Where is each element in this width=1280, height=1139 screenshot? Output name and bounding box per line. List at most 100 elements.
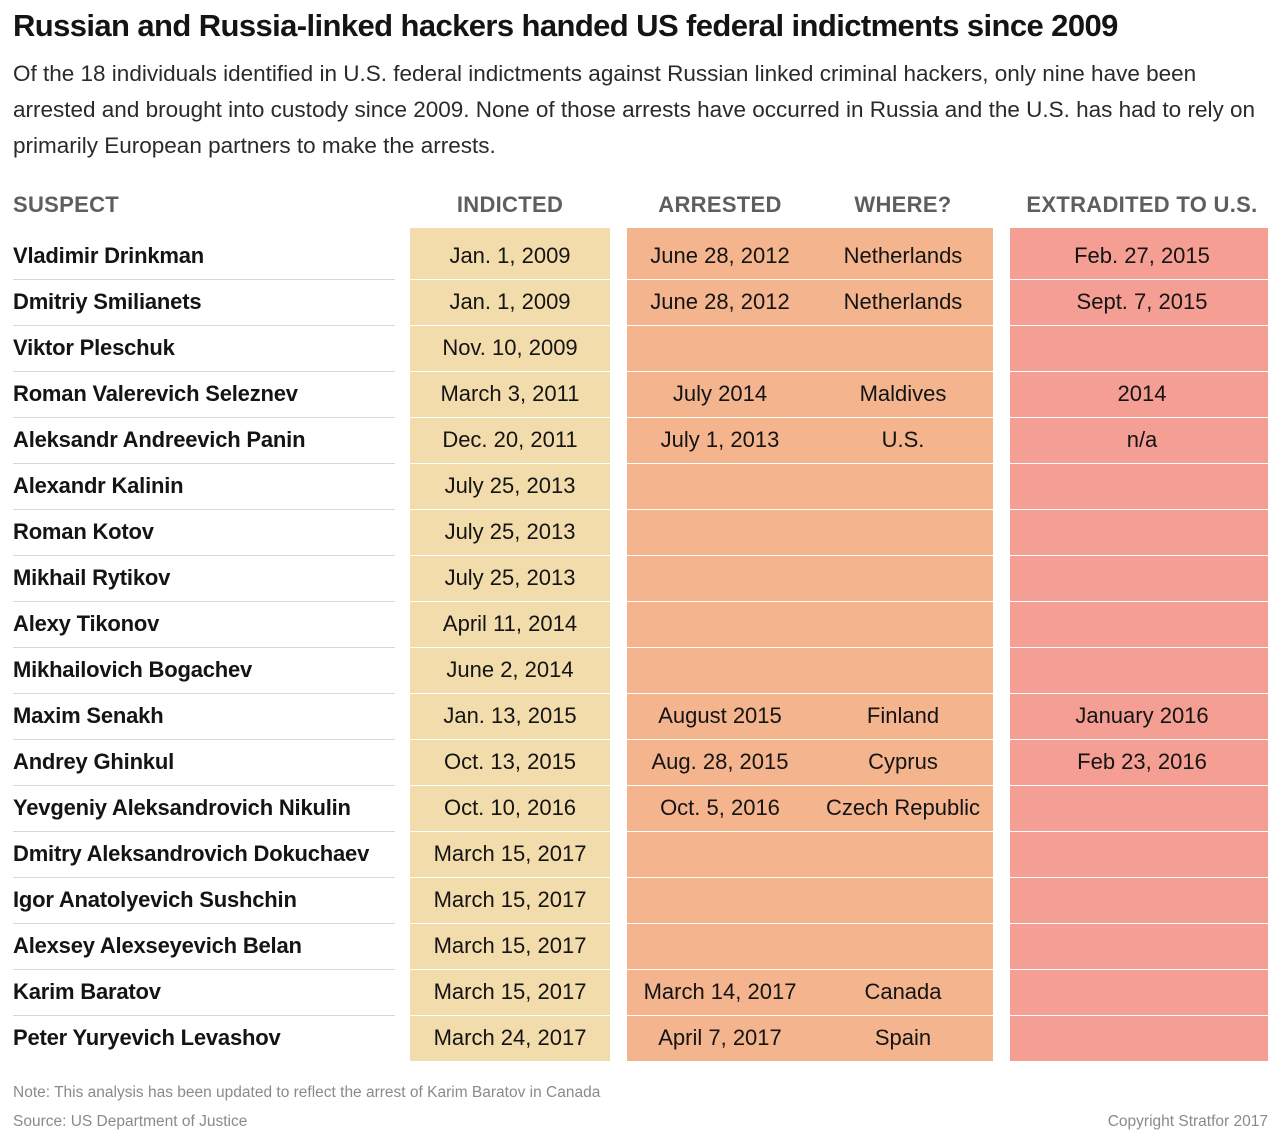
table-row: Dmitriy Smilianets Jan. 1, 2009 June 28, 2… xyxy=(0,280,1280,326)
table-row: Mikhail Rytikov July 25, 2013 xyxy=(0,556,1280,602)
cell-arrested: August 2015 xyxy=(658,703,782,728)
cell-suspect: Mikhail Rytikov xyxy=(13,565,171,590)
cell-where xyxy=(813,602,993,648)
row-separator xyxy=(0,279,1268,280)
cell-arrested: July 2014 xyxy=(672,381,768,406)
table-row: Karim Baratov March 15, 2017 March 14, 201… xyxy=(0,970,1280,1016)
cell-extradited xyxy=(1010,326,1274,372)
cell-indicted: Oct. 13, 2015 xyxy=(443,749,577,774)
cell-where: Maldives xyxy=(859,381,947,406)
header-suspect: SUSPECT xyxy=(13,192,120,217)
cell-arrested: Aug. 28, 2015 xyxy=(651,749,789,774)
cell-extradited xyxy=(1010,602,1274,648)
cell-indicted: July 25, 2013 xyxy=(444,519,576,544)
cell-suspect: Roman Valerevich Seleznev xyxy=(13,381,298,406)
cell-arrested xyxy=(627,556,813,602)
cell-indicted: Oct. 10, 2016 xyxy=(443,795,577,820)
footer-source: Source: US Department of Justice xyxy=(13,1113,248,1130)
cell-suspect: Mikhailovich Bogachev xyxy=(13,657,253,682)
cell-where xyxy=(813,924,993,970)
table-row: Alexy Tikonov April 11, 2014 xyxy=(0,602,1280,648)
name-row-separator xyxy=(13,1015,395,1016)
table-row: Vladimir Drinkman Jan. 1, 2009 June 28, 20… xyxy=(0,234,1280,280)
name-row-separator xyxy=(13,463,395,464)
cell-extradited: Sept. 7, 2015 xyxy=(1076,289,1208,314)
cell-where: U.S. xyxy=(881,427,925,452)
cell-arrested xyxy=(627,510,813,556)
row-separator xyxy=(0,601,1268,602)
table-row: Viktor Pleschuk Nov. 10, 2009 xyxy=(0,326,1280,372)
cell-suspect: Karim Baratov xyxy=(13,979,161,1004)
cell-arrested xyxy=(627,832,813,878)
cell-extradited xyxy=(1010,464,1274,510)
cell-where xyxy=(813,510,993,556)
row-separator xyxy=(0,831,1268,832)
table-row: Maxim Senakh Jan. 13, 2015 August 2015 Finl… xyxy=(0,694,1280,740)
cell-where: Netherlands xyxy=(843,243,963,268)
cell-arrested: April 7, 2017 xyxy=(658,1025,782,1050)
row-separator xyxy=(0,647,1268,648)
cell-indicted: July 25, 2013 xyxy=(444,565,576,590)
row-separator xyxy=(0,693,1268,694)
cell-arrested xyxy=(627,464,813,510)
cell-indicted: March 24, 2017 xyxy=(433,1025,587,1050)
name-row-separator xyxy=(13,969,395,970)
row-separator xyxy=(0,923,1268,924)
cell-suspect: Andrey Ghinkul xyxy=(13,749,174,774)
cell-extradited xyxy=(1010,648,1274,694)
cell-extradited xyxy=(1010,924,1274,970)
cell-extradited: n/a xyxy=(1126,427,1158,452)
cell-indicted: March 3, 2011 xyxy=(440,381,580,406)
cell-arrested xyxy=(627,648,813,694)
cell-extradited xyxy=(1010,970,1274,1016)
cell-where xyxy=(813,326,993,372)
cell-suspect: Alexsey Alexseyevich Belan xyxy=(13,933,302,958)
row-separator xyxy=(0,877,1268,878)
row-separator xyxy=(0,325,1268,326)
header-where: WHERE? xyxy=(854,192,952,217)
chart-subtitle: Of the 18 individuals identified in U.S.… xyxy=(13,61,1255,158)
cell-suspect: Maxim Senakh xyxy=(13,703,164,728)
name-row-separator xyxy=(13,647,395,648)
name-row-separator xyxy=(13,739,395,740)
name-row-separator xyxy=(13,923,395,924)
cell-arrested xyxy=(627,878,813,924)
cell-suspect: Yevgeniy Aleksandrovich Nikulin xyxy=(13,795,351,820)
cell-extradited: 2014 xyxy=(1117,381,1167,406)
cell-suspect: Peter Yuryevich Levashov xyxy=(13,1025,281,1050)
cell-indicted: Nov. 10, 2009 xyxy=(442,335,578,360)
indicted-column-band xyxy=(410,228,610,1061)
cell-arrested: June 28, 2012 xyxy=(650,243,790,268)
header-arrested: ARRESTED xyxy=(658,192,782,217)
name-row-separator xyxy=(13,831,395,832)
cell-where: Spain xyxy=(874,1025,932,1050)
cell-arrested: July 1, 2013 xyxy=(660,427,780,452)
cell-indicted: Dec. 20, 2011 xyxy=(442,427,578,452)
table-row: Roman Valerevich Seleznev March 3, 2011 Ju… xyxy=(0,372,1280,418)
table-row: Aleksandr Andreevich Panin Dec. 20, 2011 J… xyxy=(0,418,1280,464)
cell-arrested: March 14, 2017 xyxy=(643,979,797,1004)
row-separator xyxy=(0,371,1268,372)
cell-arrested: June 28, 2012 xyxy=(650,289,790,314)
table-row: Mikhailovich Bogachev June 2, 2014 xyxy=(0,648,1280,694)
cell-where xyxy=(813,648,993,694)
cell-arrested xyxy=(627,602,813,648)
cell-indicted: July 25, 2013 xyxy=(444,473,576,498)
table-row: Alexsey Alexseyevich Belan March 15, 2017 xyxy=(0,924,1280,970)
row-separator xyxy=(0,785,1268,786)
cell-where xyxy=(813,464,993,510)
table-row: Roman Kotov July 25, 2013 xyxy=(0,510,1280,556)
cell-extradited: Feb 23, 2016 xyxy=(1077,749,1207,774)
cell-where: Finland xyxy=(866,703,940,728)
footer-copyright: Copyright Stratfor 2017 xyxy=(1107,1113,1268,1130)
cell-suspect: Alexy Tikonov xyxy=(13,611,160,636)
cell-suspect: Dmitry Aleksandrovich Dokuchaev xyxy=(13,841,370,866)
cell-arrested xyxy=(627,924,813,970)
cell-extradited xyxy=(1010,556,1274,602)
row-separator xyxy=(0,509,1268,510)
name-row-separator xyxy=(13,555,395,556)
cell-suspect: Roman Kotov xyxy=(13,519,154,544)
cell-indicted: March 15, 2017 xyxy=(433,841,587,866)
row-separator xyxy=(0,739,1268,740)
name-row-separator xyxy=(13,509,395,510)
